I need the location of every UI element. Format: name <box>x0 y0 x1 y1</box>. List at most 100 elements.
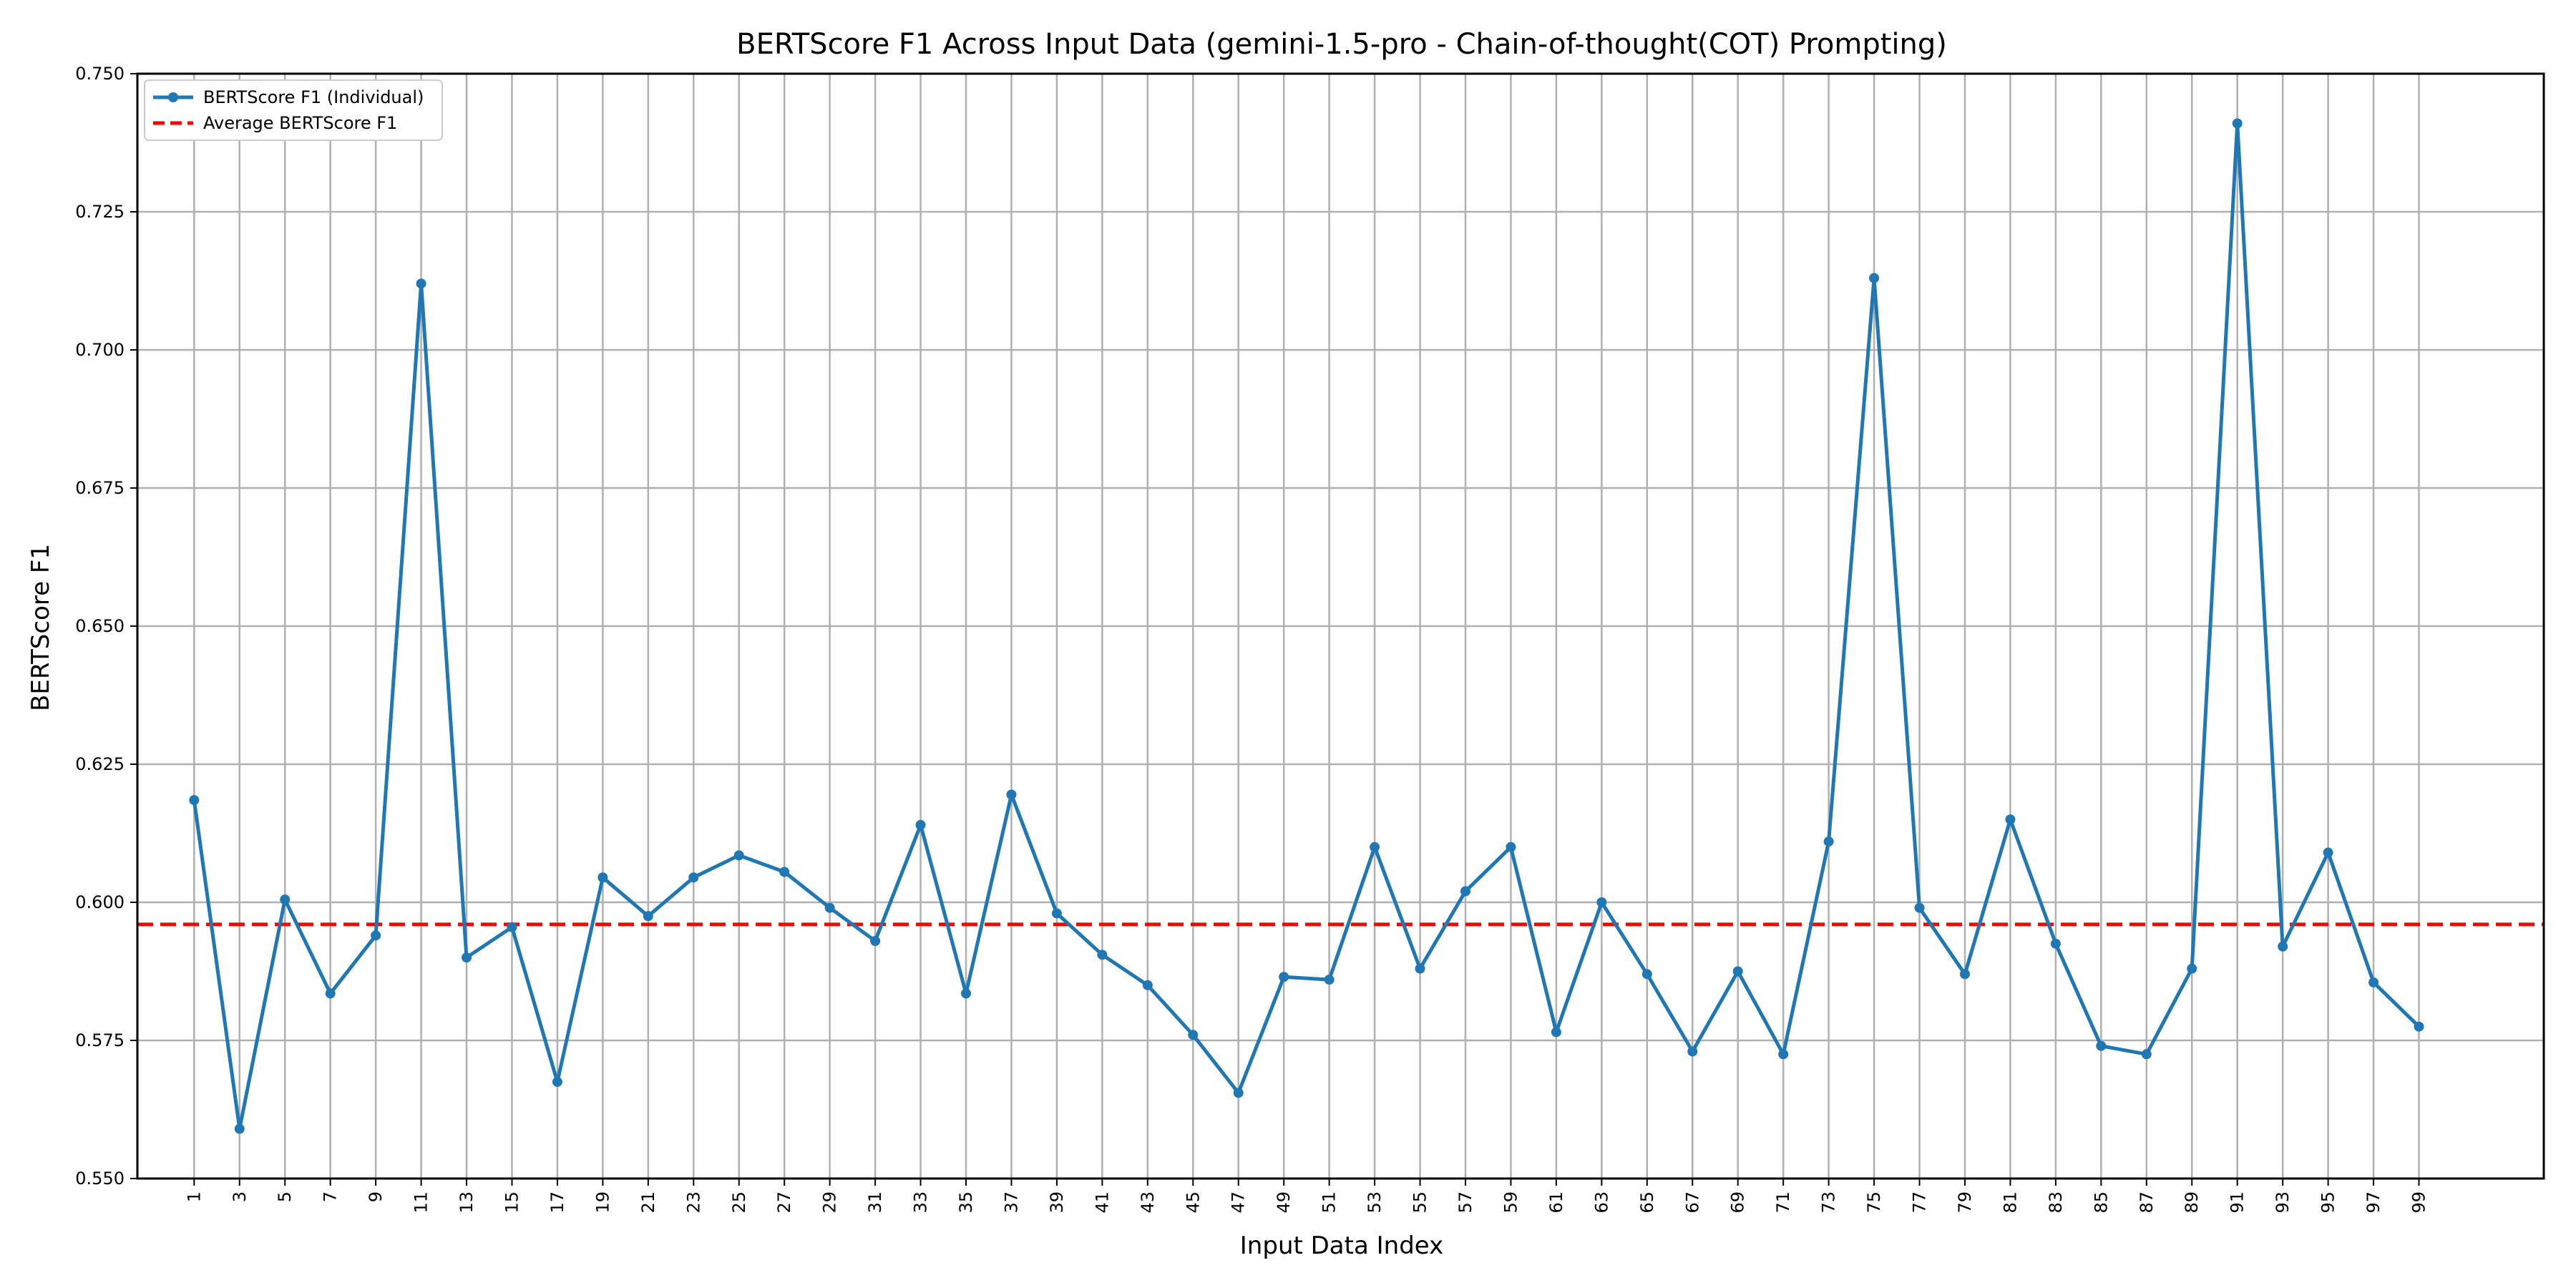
y-tick-label: 0.575 <box>75 1030 125 1050</box>
data-point <box>1869 273 1880 283</box>
data-point <box>189 795 200 806</box>
x-tick-label: 55 <box>1410 1191 1430 1214</box>
x-tick-label: 67 <box>1682 1191 1702 1214</box>
x-tick-label: 19 <box>592 1191 613 1214</box>
x-tick-label: 37 <box>1001 1191 1021 1214</box>
data-point <box>2368 977 2379 987</box>
x-tick-label: 77 <box>1910 1191 1930 1214</box>
data-point <box>824 902 835 913</box>
data-point <box>280 894 291 905</box>
data-point <box>1233 1088 1244 1098</box>
x-tick-label: 25 <box>729 1191 749 1214</box>
data-point <box>1732 966 1743 977</box>
x-tick-label: 85 <box>2091 1191 2111 1214</box>
data-point <box>1051 908 1062 919</box>
data-point <box>2050 938 2061 949</box>
data-point <box>1596 897 1607 907</box>
data-point <box>416 278 426 289</box>
x-tick-label: 65 <box>1637 1191 1657 1214</box>
y-axis-label: BERTScore F1 <box>26 544 55 711</box>
legend-box <box>144 79 443 141</box>
x-tick-label: 23 <box>683 1191 703 1214</box>
data-point <box>552 1076 562 1087</box>
x-tick-label: 81 <box>2000 1191 2020 1214</box>
data-point <box>1687 1046 1698 1057</box>
data-point <box>870 936 881 947</box>
x-tick-label: 45 <box>1183 1191 1203 1214</box>
x-tick-label: 15 <box>502 1191 522 1214</box>
x-tick-label: 91 <box>2228 1191 2248 1214</box>
data-point <box>643 911 653 922</box>
x-tick-label: 47 <box>1229 1191 1249 1214</box>
x-tick-label: 21 <box>638 1191 658 1214</box>
x-tick-label: 97 <box>2363 1191 2384 1214</box>
chart-title: BERTScore F1 Across Input Data (gemini-1… <box>736 28 1947 61</box>
x-tick-label: 87 <box>2137 1191 2157 1214</box>
x-tick-label: 95 <box>2318 1191 2338 1214</box>
x-tick-label: 59 <box>1501 1191 1521 1214</box>
legend-marker-individual <box>168 92 178 102</box>
data-point <box>733 850 744 861</box>
x-tick-label: 49 <box>1274 1191 1294 1214</box>
x-tick-label: 17 <box>547 1191 567 1214</box>
data-point <box>597 872 608 883</box>
x-tick-label: 43 <box>1138 1191 1158 1214</box>
series-layer <box>189 118 2424 1134</box>
data-point <box>2414 1021 2424 1032</box>
x-tick-label: 29 <box>820 1191 840 1214</box>
x-tick-label: 11 <box>411 1191 431 1214</box>
x-tick-label: 99 <box>2409 1191 2429 1214</box>
x-tick-label: 35 <box>956 1191 976 1214</box>
x-tick-label: 51 <box>1319 1191 1340 1214</box>
data-point <box>1415 963 1425 974</box>
x-tick-label: 9 <box>366 1191 386 1202</box>
y-tick-label: 0.600 <box>75 892 125 912</box>
data-point <box>1006 789 1017 800</box>
x-tick-label: 57 <box>1455 1191 1475 1214</box>
data-point <box>1823 836 1834 847</box>
x-tick-label: 13 <box>457 1191 477 1214</box>
data-point <box>507 922 517 932</box>
x-tick-label: 61 <box>1546 1191 1566 1214</box>
data-point <box>1641 969 1652 980</box>
data-point <box>325 988 336 999</box>
y-tick-label: 0.675 <box>75 478 125 498</box>
x-tick-label: 83 <box>2046 1191 2066 1214</box>
data-point <box>1188 1030 1199 1040</box>
data-point <box>1279 972 1289 982</box>
x-tick-label: 3 <box>230 1191 250 1202</box>
data-point <box>1460 886 1470 897</box>
data-point <box>371 930 381 941</box>
series-line-individual <box>192 122 2421 1131</box>
x-tick-label: 5 <box>275 1191 295 1202</box>
y-tick-label: 0.750 <box>75 64 125 84</box>
data-point <box>2278 941 2288 952</box>
data-point <box>1914 902 1925 913</box>
y-ticks: 0.550 0.575 0.600 0.625 0.650 0.675 0.700 0.725… <box>75 64 137 1189</box>
data-point <box>1142 980 1153 990</box>
y-tick-label: 0.700 <box>75 340 125 360</box>
data-point <box>2005 814 2016 825</box>
data-point <box>1959 969 1970 980</box>
x-tick-label: 27 <box>774 1191 794 1214</box>
x-tick-label: 89 <box>2182 1191 2202 1214</box>
legend-label-average: Average BERTScore F1 <box>203 113 397 133</box>
x-tick-label: 73 <box>1819 1191 1839 1214</box>
data-point <box>1324 975 1335 985</box>
data-point <box>961 988 972 999</box>
data-point <box>1097 950 1108 960</box>
y-tick-label: 0.725 <box>75 202 125 222</box>
x-tick-label: 79 <box>1955 1191 1975 1214</box>
y-tick-label: 0.550 <box>75 1169 125 1189</box>
data-point <box>1370 841 1380 852</box>
x-tick-label: 93 <box>2273 1191 2293 1214</box>
x-tick-label: 41 <box>1092 1191 1112 1214</box>
legend: BERTScore F1 (Individual) Average BERTSc… <box>144 79 443 141</box>
x-tick-label: 53 <box>1365 1191 1385 1214</box>
data-point <box>1506 841 1516 852</box>
data-point <box>1778 1049 1789 1060</box>
data-point <box>2096 1040 2107 1051</box>
data-point <box>2232 118 2243 129</box>
